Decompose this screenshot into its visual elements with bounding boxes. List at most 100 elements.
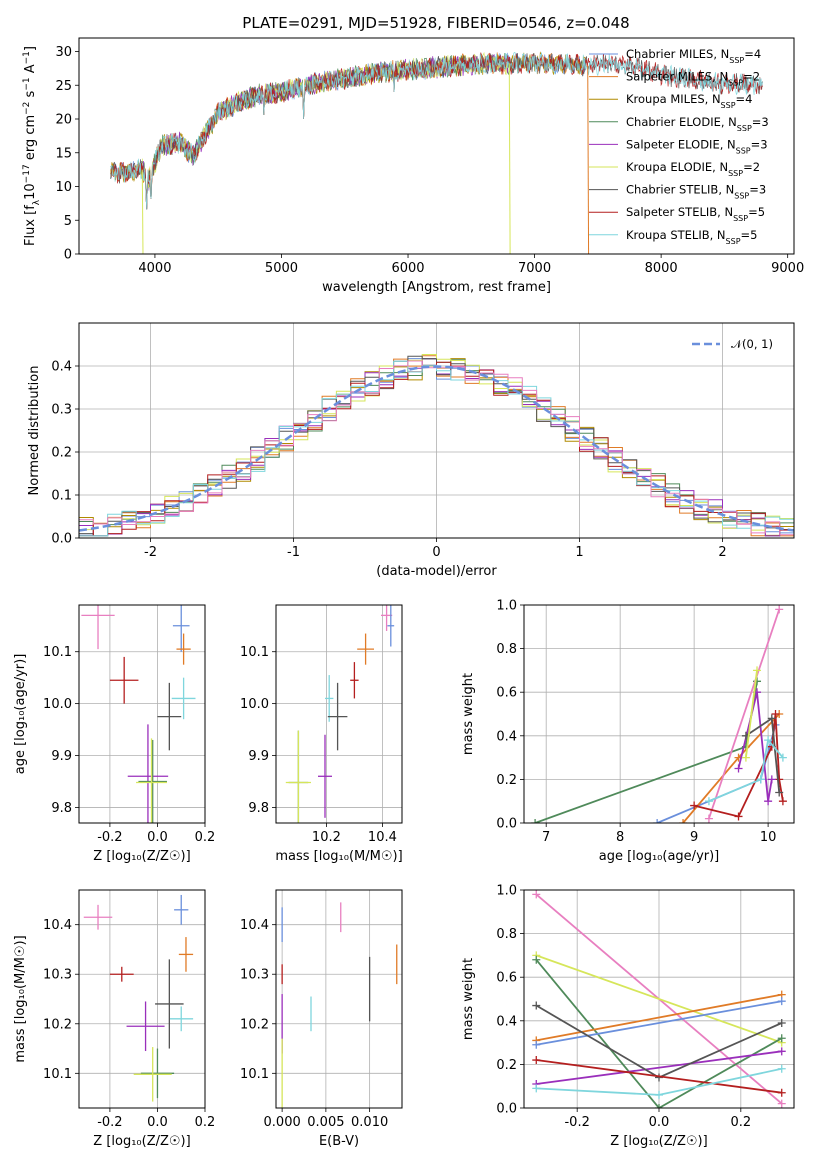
legend-label-sub: SSP xyxy=(729,56,744,65)
x-tick-label: 5000 xyxy=(265,261,298,276)
spectrum-dropout xyxy=(141,169,144,254)
weight-marker xyxy=(775,788,784,797)
weight-series-kroupa-stelib xyxy=(532,1064,786,1099)
legend-label-main: Kroupa ELODIE, N xyxy=(626,160,728,174)
y-tick-label: 0.0 xyxy=(496,817,517,832)
y-tick-label: 0.4 xyxy=(496,1014,517,1029)
y-tick-label: 10.4 xyxy=(43,918,72,933)
y-tick-label: 9.9 xyxy=(248,749,269,764)
weight-series-chabrier-stelib xyxy=(532,1001,786,1082)
weight-line xyxy=(535,954,783,1044)
plot-area-age_vs_Z xyxy=(81,605,196,823)
legend-label-eq: =3 xyxy=(749,183,766,197)
y-tick-label: 0.2 xyxy=(496,1058,517,1073)
axis-frame xyxy=(78,37,795,255)
plot-area-spectrum xyxy=(110,51,763,254)
weight-marker xyxy=(775,775,784,784)
x-tick-label: -2 xyxy=(144,545,157,560)
y-tick-label: 10.1 xyxy=(240,645,269,660)
legend-label: Chabrier STELIB, NSSP=3 xyxy=(626,183,766,201)
axis-frame xyxy=(78,889,206,1109)
histogram-kroupa-stelib xyxy=(79,360,794,537)
x-tick-label: -0.2 xyxy=(97,830,122,845)
legend-label-eq: =4 xyxy=(744,47,761,61)
y-axis-label: Normed distribution xyxy=(27,366,42,496)
weight-line xyxy=(536,1000,782,1046)
plot-area-weight_vs_age xyxy=(531,605,787,823)
gaussian-curve xyxy=(79,365,794,532)
weight-line xyxy=(536,1059,782,1094)
plot-area-age_vs_mass xyxy=(285,605,395,823)
y-tick-label: 0 xyxy=(64,248,72,263)
y-tick-label: 10.1 xyxy=(43,1067,72,1082)
weight-series-salpeter-elodie xyxy=(734,688,776,806)
weight-line xyxy=(536,1050,782,1085)
axes-weight_vs_age: 7 8 9 10 0.0 0.2 0.4 0.6 0.8 1.0 age [log₁₀(age/yr… xyxy=(461,599,795,864)
axis-frame xyxy=(523,604,795,824)
weight-series-chabrier-elodie xyxy=(532,955,786,1108)
weight-marker xyxy=(756,775,765,784)
legend-label-sub: SSP xyxy=(721,101,736,110)
y-axis-label: age [log₁₀(age/yr)] xyxy=(13,654,28,775)
y-tick-label: 10.2 xyxy=(43,1017,72,1032)
chart-layer: 4000 5000 6000 7000 8000 9000051015202530wave… xyxy=(13,37,804,1149)
legend-label: Kroupa MILES, NSSP=4 xyxy=(626,92,752,110)
weight-marker xyxy=(778,753,787,762)
weight-marker xyxy=(532,1040,541,1049)
weight-marker xyxy=(775,605,784,614)
y-axis-label-part: erg cm xyxy=(23,115,38,164)
y-tick-label: 0.6 xyxy=(496,971,517,986)
error-point-chabrier-stelib xyxy=(327,682,348,751)
x-tick-label: 10.4 xyxy=(368,830,397,845)
legend-label-sub: SSP xyxy=(726,236,741,245)
spectrum-dropout xyxy=(508,63,511,254)
y-tick-label: 0.8 xyxy=(496,927,517,942)
legend-label: Chabrier ELODIE, NSSP=3 xyxy=(626,115,769,133)
weight-marker xyxy=(764,736,773,745)
weight-line xyxy=(536,993,782,1042)
error-point-chabrier-stelib xyxy=(157,682,182,751)
x-tick-label: 1 xyxy=(575,545,583,560)
weight-series-chabrier-stelib xyxy=(741,714,784,797)
axes-weight_vs_Z: -0.2 0.0 0.2 0.0 0.2 0.4 0.6 0.8 1.0 Z [log₁₀(Z/Z… xyxy=(461,884,795,1149)
x-tick-label: 7 xyxy=(542,830,550,845)
y-axis-label: mass [log₁₀(M/M☉)] xyxy=(13,935,28,1062)
weight-marker xyxy=(777,1064,786,1073)
legend-label: Kroupa STELIB, NSSP=5 xyxy=(626,228,757,246)
x-tick-label: 0.2 xyxy=(195,830,216,845)
y-tick-label: 20 xyxy=(55,113,72,128)
legend-label-sub: SSP xyxy=(737,123,752,132)
x-axis-label: Z [log₁₀(Z/Z☉)] xyxy=(93,849,190,864)
axes-spectrum: 4000 5000 6000 7000 8000 9000 0 5 10 15 20 25 30 wave… xyxy=(22,37,804,295)
y-tick-label: 10.0 xyxy=(43,697,72,712)
legend-label-eq: =4 xyxy=(736,92,753,106)
x-tick-label: -0.2 xyxy=(97,1115,122,1130)
axis-frame xyxy=(78,322,795,539)
weight-line xyxy=(535,959,783,1108)
weight-marker xyxy=(753,666,762,675)
y-axis-label: Flux [fλ10−17 erg cm−2 s−1 A−1] xyxy=(22,46,42,246)
legend-label-sub: SSP xyxy=(736,146,751,155)
legend-label-eq: =2 xyxy=(743,160,760,174)
error-point-kroupa-elodie xyxy=(136,738,167,823)
legend-label-sub: SSP xyxy=(733,214,748,223)
axes-residuals: -2 -1 0 1 2 0.0 0.1 0.2 0.3 0.4 (data-model)/error… xyxy=(27,322,795,579)
legend-label: 𝒩(0, 1) xyxy=(731,337,773,351)
weight-marker xyxy=(653,819,662,823)
y-axis-label-part: −17 xyxy=(22,164,32,183)
y-tick-label: 0.4 xyxy=(51,360,72,375)
y-axis-label: mass weight xyxy=(461,958,476,1040)
x-tick-label: 0.0 xyxy=(649,1115,670,1130)
error-point-kroupa-stelib xyxy=(169,1006,194,1032)
x-tick-label: 9000 xyxy=(771,261,804,276)
error-point-pink xyxy=(83,904,113,930)
y-tick-label: 0.3 xyxy=(51,403,72,418)
x-tick-label: 8000 xyxy=(645,261,678,276)
weight-marker xyxy=(777,1099,786,1108)
error-point-chabrier-miles xyxy=(174,894,189,925)
y-axis-label-part: A xyxy=(23,64,38,77)
weight-marker xyxy=(532,890,541,899)
plot-area-weight_vs_Z xyxy=(532,890,786,1108)
legend-label-main: Kroupa STELIB, N xyxy=(626,228,726,242)
